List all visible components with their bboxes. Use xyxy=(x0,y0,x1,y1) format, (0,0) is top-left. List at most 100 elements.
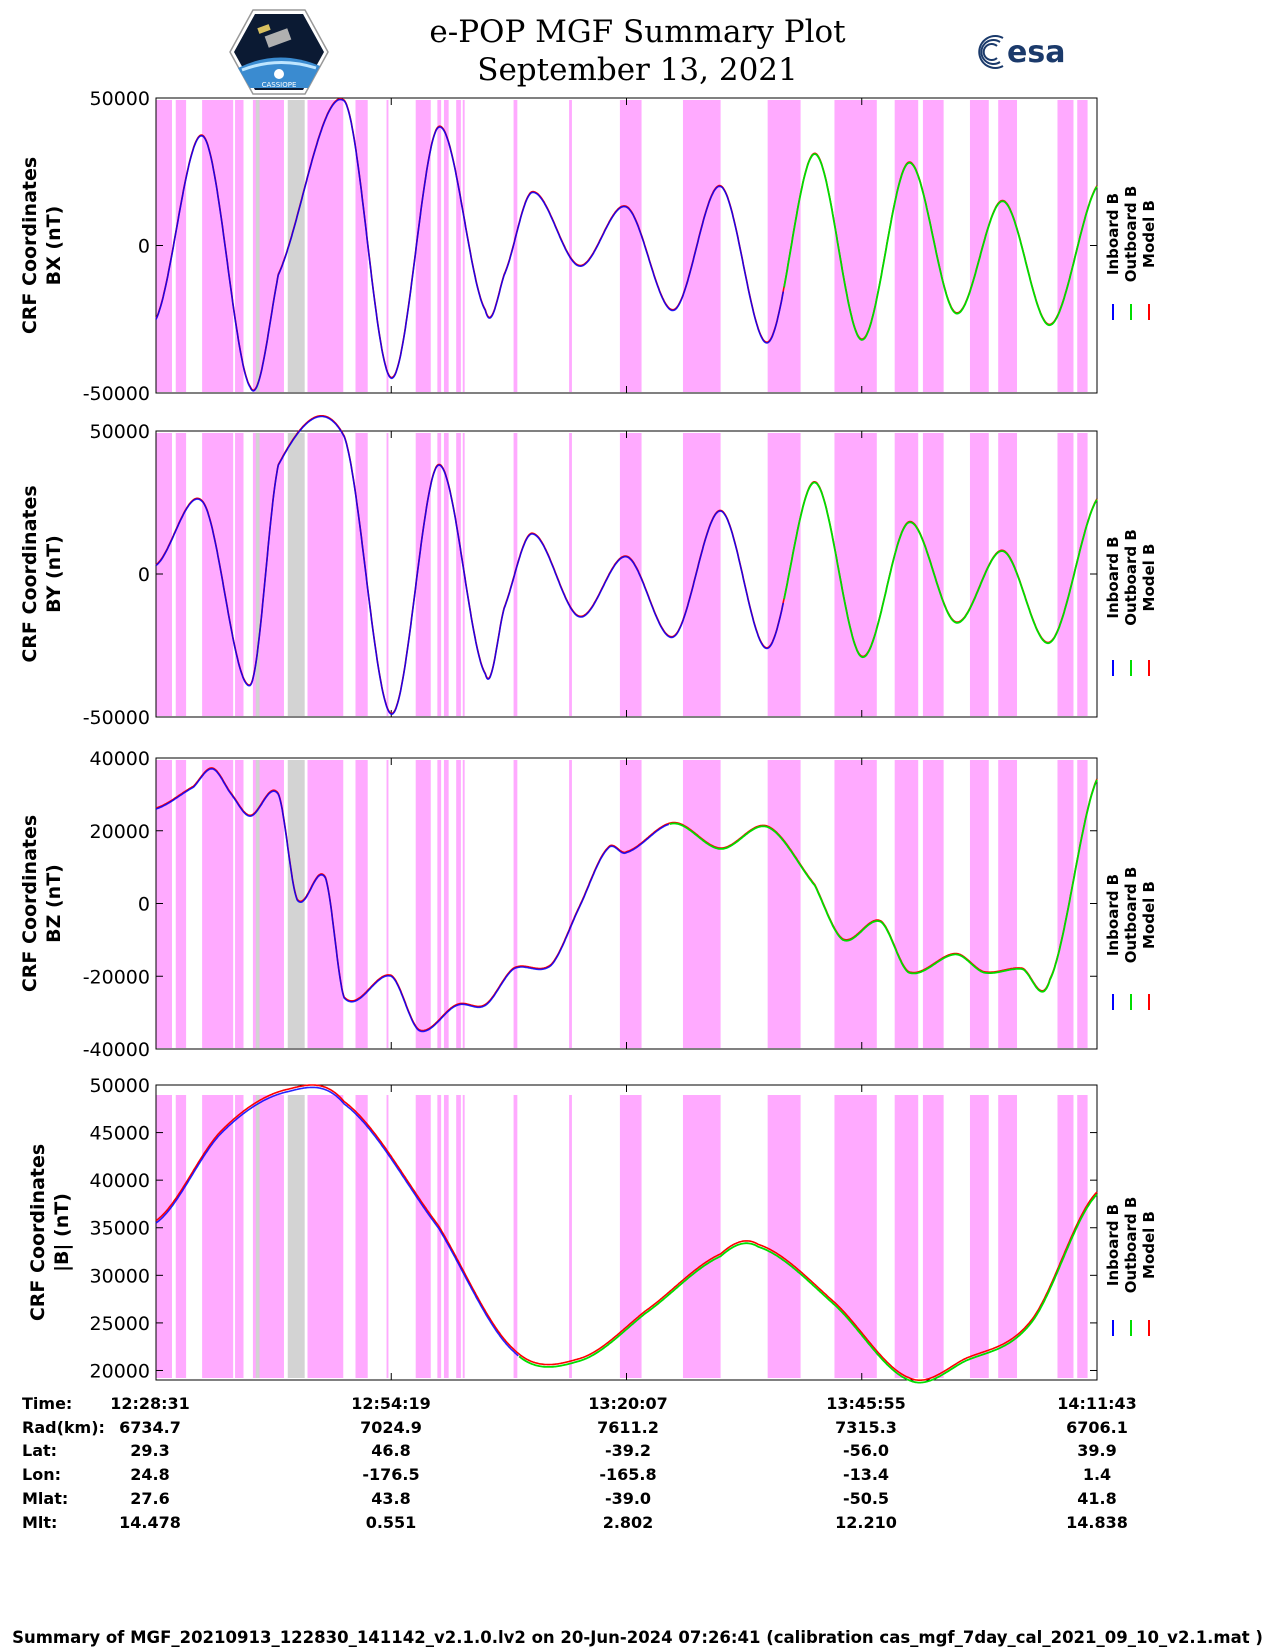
outboard-b-line xyxy=(783,481,1098,659)
info-value: 43.8 xyxy=(371,1489,411,1508)
info-value: 7611.2 xyxy=(597,1418,659,1437)
outboard-b-line xyxy=(518,1193,1098,1384)
panel-3: 40000 20000 0 -20000 -40000 CRF Coordinates BZ… xyxy=(19,748,1158,1061)
y-axis-label: CRF Coordinates xyxy=(19,157,41,334)
shade-bar xyxy=(1077,100,1088,392)
outboard-b-line xyxy=(669,779,1098,993)
shade-bar xyxy=(443,1095,449,1378)
shade-bar xyxy=(894,760,919,1048)
info-value: 46.8 xyxy=(371,1441,411,1460)
info-value: 13:20:07 xyxy=(588,1394,668,1413)
y-tick-label: 0 xyxy=(138,894,150,916)
shade-bar xyxy=(462,760,465,1048)
shade-bar xyxy=(513,100,518,392)
esa-logo-text: esa xyxy=(1007,35,1065,70)
y-tick-label: 25000 xyxy=(90,1313,150,1335)
shade-bar xyxy=(513,760,518,1048)
info-value: 12.210 xyxy=(835,1513,897,1532)
y-axis-label: |B| (nT) xyxy=(51,1193,73,1272)
shade-bar xyxy=(456,760,461,1048)
shade-bar xyxy=(235,1095,244,1378)
outboard-b-line xyxy=(783,153,1098,341)
shade-bar xyxy=(922,760,944,1048)
legend-label: Inboard B xyxy=(1104,536,1122,618)
shade-bar xyxy=(386,1095,389,1378)
shade-bar xyxy=(443,760,449,1048)
gray-bar xyxy=(287,1095,305,1378)
info-value: 29.3 xyxy=(130,1441,170,1460)
panel-1: 50000 0 -50000 CRF Coordinates BX (nT) Inboar… xyxy=(19,88,1158,405)
cassiope-logo-text: CASSIOPE xyxy=(262,81,297,89)
shade-bar xyxy=(998,100,1018,392)
y-tick-label: 0 xyxy=(138,236,150,258)
shade-bar xyxy=(922,100,944,392)
gray-bar xyxy=(255,433,260,716)
shade-bar xyxy=(307,1095,344,1378)
shade-bar xyxy=(355,1095,368,1378)
plot-date: September 13, 2021 xyxy=(477,52,798,88)
shade-bar xyxy=(969,433,989,716)
info-value: -39.2 xyxy=(604,1441,652,1460)
shade-bar xyxy=(437,100,442,392)
shade-bar xyxy=(569,760,572,1048)
shade-bar xyxy=(175,760,187,1048)
y-tick-label: 40000 xyxy=(90,748,150,770)
shade-bar xyxy=(443,433,449,716)
legend-label: Model B xyxy=(1140,1211,1158,1279)
gray-bar xyxy=(287,433,305,716)
info-value: 1.4 xyxy=(1082,1465,1112,1484)
y-tick-label: 45000 xyxy=(90,1123,150,1145)
info-value: -176.5 xyxy=(362,1465,420,1484)
shade-bar xyxy=(415,760,431,1048)
shade-bar xyxy=(998,1095,1018,1378)
shade-bar xyxy=(894,1095,919,1378)
legend-label: Outboard B xyxy=(1122,1197,1140,1294)
info-value: -50.5 xyxy=(842,1489,890,1508)
info-value: 12:54:19 xyxy=(351,1394,431,1413)
shade-bar xyxy=(235,100,244,392)
shade-bar xyxy=(156,433,172,716)
shade-bar xyxy=(1077,760,1088,1048)
shade-bar xyxy=(894,100,919,392)
shade-bar xyxy=(355,760,368,1048)
shade-bar xyxy=(998,760,1018,1048)
legend-label: Outboard B xyxy=(1122,529,1140,626)
shade-bar xyxy=(202,1095,234,1378)
info-value: -39.0 xyxy=(604,1489,652,1508)
y-tick-label: -20000 xyxy=(83,966,150,988)
shade-bar xyxy=(1057,760,1074,1048)
shade-bar xyxy=(1057,100,1074,392)
shade-bar xyxy=(569,433,572,716)
shade-bar xyxy=(307,760,344,1048)
shade-bar xyxy=(1077,433,1088,716)
y-tick-label: 35000 xyxy=(90,1218,150,1240)
y-axis-label: BZ (nT) xyxy=(43,864,65,943)
shade-bar xyxy=(969,1095,989,1378)
info-value: 27.6 xyxy=(130,1489,170,1508)
shade-bar xyxy=(767,433,801,716)
shade-bar xyxy=(415,1095,431,1378)
shade-bar xyxy=(456,1095,461,1378)
inboard-b-line xyxy=(155,415,785,716)
shade-bar xyxy=(998,433,1018,716)
shade-bar xyxy=(355,100,368,392)
footer-summary: Summary of MGF_20210913_122830_141142_v2… xyxy=(12,1628,1263,1647)
shade-bar xyxy=(156,1095,172,1378)
info-row-label: Rad(km): xyxy=(22,1418,105,1437)
shade-bar xyxy=(1057,1095,1074,1378)
info-value: 14.478 xyxy=(119,1513,181,1532)
shade-bar xyxy=(619,100,642,392)
info-value: 2.802 xyxy=(602,1513,654,1532)
shade-bar xyxy=(569,1095,572,1378)
y-axis-label: BX (nT) xyxy=(43,206,65,286)
info-value: 14:11:43 xyxy=(1057,1394,1137,1413)
y-tick-label: 50000 xyxy=(90,1075,150,1097)
shade-bar xyxy=(1077,1095,1088,1378)
info-value: 6706.1 xyxy=(1066,1418,1128,1437)
legend-label: Model B xyxy=(1140,544,1158,612)
gray-bar xyxy=(255,100,260,392)
legend-label: Inboard B xyxy=(1104,1204,1122,1286)
y-tick-label: 40000 xyxy=(90,1170,150,1192)
shade-bar xyxy=(443,100,449,392)
